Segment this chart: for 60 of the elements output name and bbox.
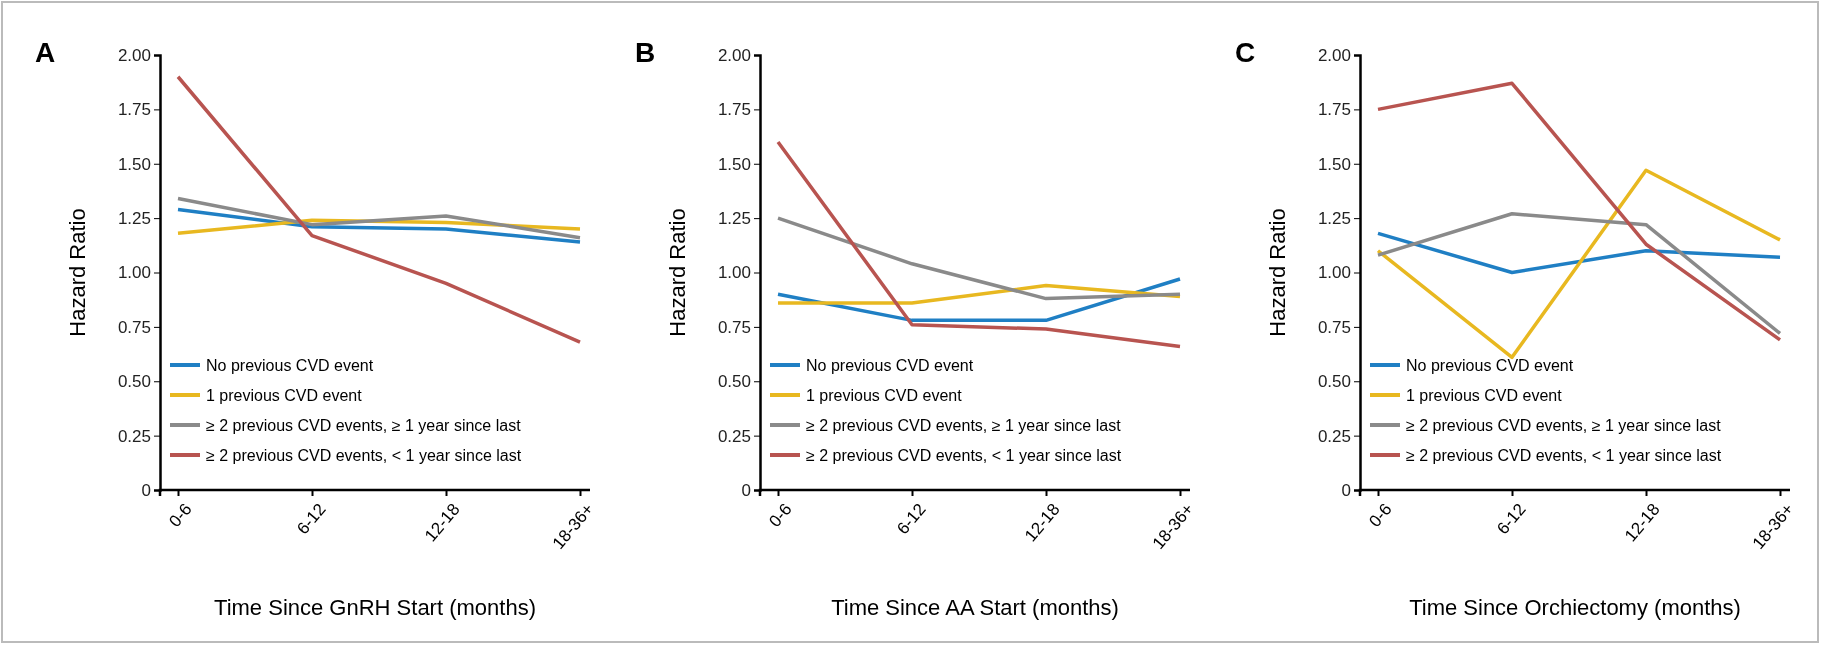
y-tick-label: 0.75 <box>117 317 151 337</box>
y-tick-label: 1.25 <box>117 209 151 229</box>
y-tick-label: 1.50 <box>1317 154 1351 174</box>
line-series <box>176 75 582 344</box>
legend-label: No previous CVD event <box>806 357 974 374</box>
y-tick-label: 0 <box>1341 480 1351 500</box>
y-tick-label: 0.25 <box>717 426 751 446</box>
y-tick-label: 0.25 <box>1317 426 1351 446</box>
legend-label: 1 previous CVD event <box>806 387 963 404</box>
line-series <box>776 216 1182 301</box>
legend-label: 1 previous CVD event <box>1406 387 1563 404</box>
x-axis-title: Time Since GnRH Start (months) <box>214 595 536 620</box>
line-series <box>1376 212 1782 336</box>
y-tick-label: 1.00 <box>717 263 751 283</box>
y-tick-label: 1.75 <box>1317 100 1351 120</box>
y-tick-label: 1.75 <box>117 100 151 120</box>
y-tick-label: 1.50 <box>117 154 151 174</box>
y-tick-label: 1.00 <box>1317 263 1351 283</box>
chart-title: C <box>1235 37 1256 68</box>
y-axis-title: Hazard Ratio <box>1265 208 1290 337</box>
y-tick-label: 1.00 <box>117 263 151 283</box>
y-axis-title: Hazard Ratio <box>65 208 90 337</box>
line-series <box>1376 168 1782 360</box>
line-series <box>1376 81 1782 342</box>
chart-title: B <box>635 37 656 68</box>
x-tick-label: 0-6 <box>165 499 196 531</box>
legend-label: ≥ 2 previous CVD events, < 1 year since last <box>206 447 522 464</box>
y-tick-label: 2.00 <box>117 45 151 65</box>
y-tick-label: 1.75 <box>717 100 751 120</box>
x-tick-label: 0-6 <box>765 499 796 531</box>
legend-label: ≥ 2 previous CVD events, ≥ 1 year since last <box>806 417 1122 434</box>
y-tick-label: 0 <box>141 480 151 500</box>
legend-label: ≥ 2 previous CVD events, ≥ 1 year since last <box>206 417 522 434</box>
y-axis-title: Hazard Ratio <box>665 208 690 337</box>
line-series <box>1376 231 1782 275</box>
y-tick-label: 0.25 <box>117 426 151 446</box>
legend-label: 1 previous CVD event <box>206 387 363 404</box>
chart-title: A <box>35 37 56 68</box>
y-tick-label: 1.25 <box>1317 209 1351 229</box>
y-tick-label: 0.50 <box>117 372 151 392</box>
x-tick-label: 0-6 <box>1365 499 1396 531</box>
y-tick-label: 0.75 <box>717 317 751 337</box>
y-tick-label: 1.50 <box>717 154 751 174</box>
legend-label: No previous CVD event <box>206 357 374 374</box>
legend-label: No previous CVD event <box>1406 357 1574 374</box>
legend-label: ≥ 2 previous CVD events, < 1 year since last <box>1406 447 1722 464</box>
y-tick-label: 1.25 <box>717 209 751 229</box>
y-tick-label: 0.50 <box>717 372 751 392</box>
line-series <box>176 196 582 240</box>
y-tick-label: 0.75 <box>1317 317 1351 337</box>
y-tick-label: 0 <box>741 480 751 500</box>
y-tick-label: 0.50 <box>1317 372 1351 392</box>
line-series <box>776 140 1182 349</box>
line-series <box>176 207 582 244</box>
y-tick-label: 2.00 <box>717 45 751 65</box>
x-axis-title: Time Since AA Start (months) <box>831 595 1119 620</box>
legend-label: ≥ 2 previous CVD events, < 1 year since last <box>806 447 1122 464</box>
y-tick-label: 2.00 <box>1317 45 1351 65</box>
legend-label: ≥ 2 previous CVD events, ≥ 1 year since last <box>1406 417 1722 434</box>
x-axis-title: Time Since Orchiectomy (months) <box>1409 595 1741 620</box>
